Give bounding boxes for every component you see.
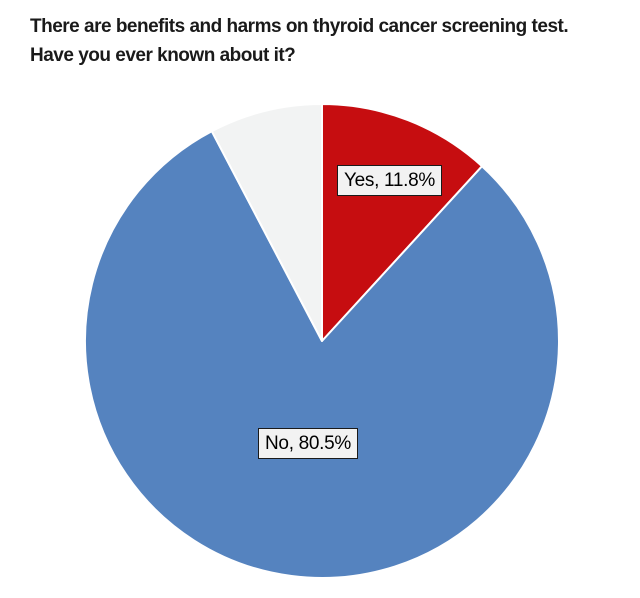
- chart-title: There are benefits and harms on thyroid …: [30, 16, 569, 67]
- pie-slice-other: [210, 103, 323, 342]
- pie-slice-yes: [321, 103, 484, 342]
- pie-label-no: No, 80.5%: [258, 428, 359, 459]
- pie-slice-no: [84, 130, 560, 579]
- pie-label-yes: Yes, 11.8%: [337, 165, 443, 196]
